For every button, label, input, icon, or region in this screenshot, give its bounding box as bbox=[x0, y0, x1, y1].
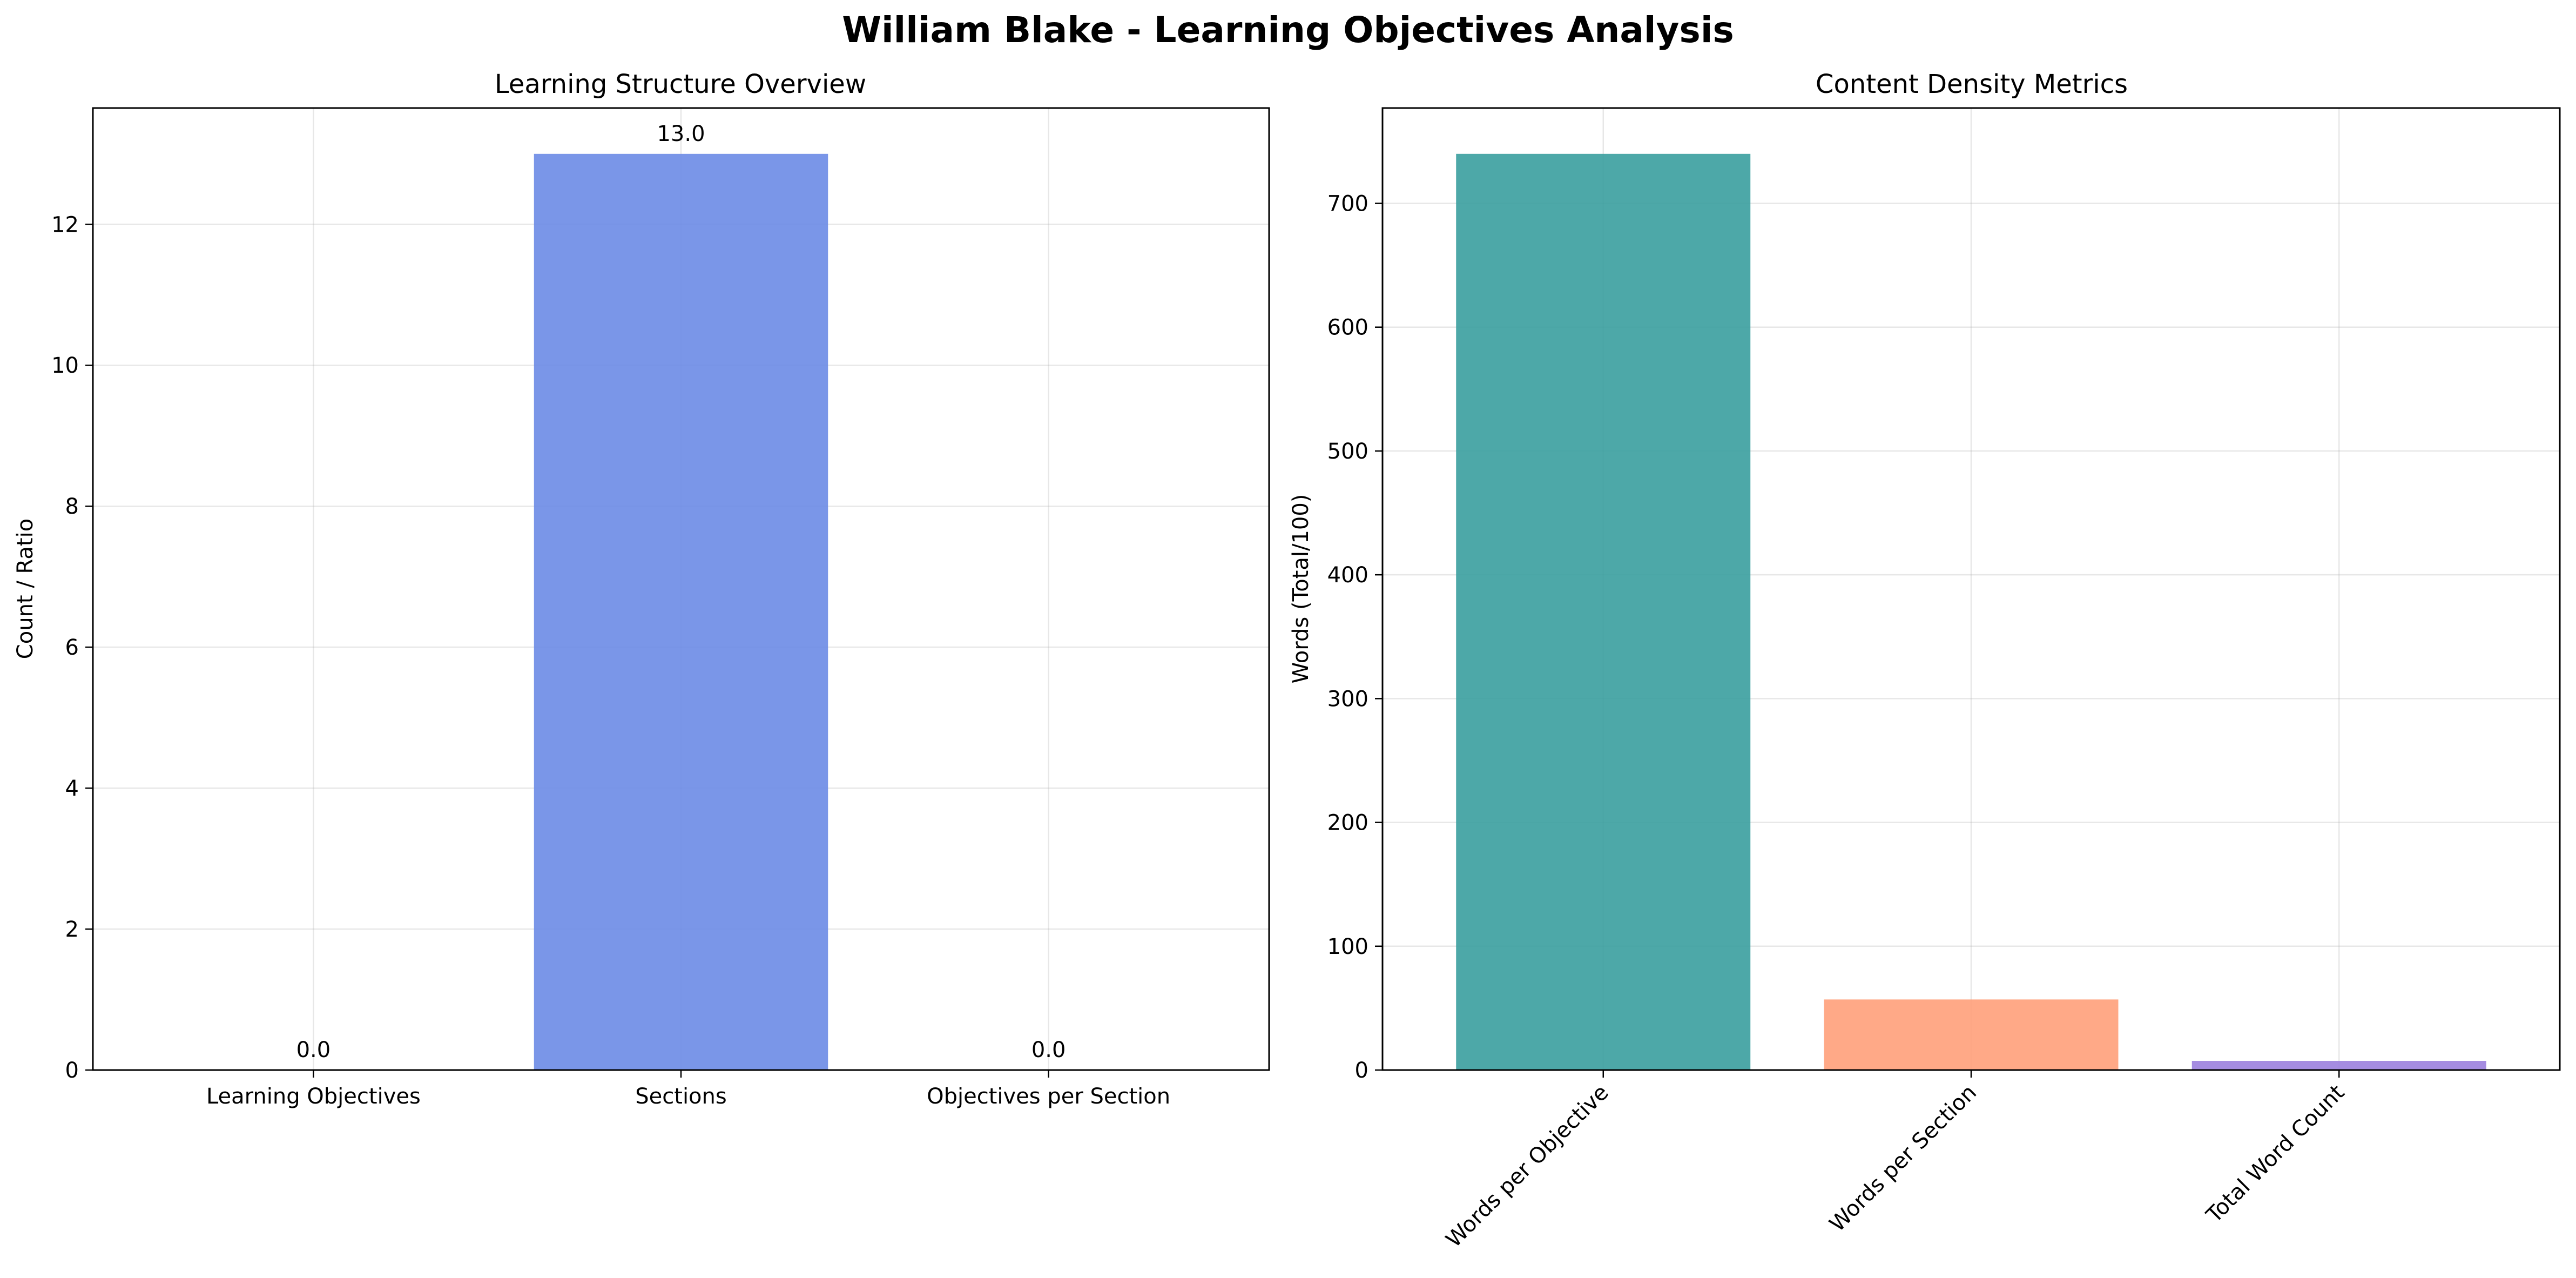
bars bbox=[1456, 153, 2486, 1070]
y-tick-label: 6 bbox=[65, 635, 79, 660]
x-tick-label: Learning Objectives bbox=[206, 1084, 421, 1109]
bar bbox=[534, 153, 828, 1070]
y-tick-label: 100 bbox=[1327, 934, 1368, 959]
y-tick-label: 0 bbox=[65, 1058, 79, 1083]
y-tick-label: 300 bbox=[1327, 687, 1368, 711]
bar bbox=[1456, 153, 1751, 1070]
y-axis-label: Words (Total/100) bbox=[1289, 494, 1313, 684]
bar-value-label: 0.0 bbox=[1031, 1038, 1066, 1062]
y-tick-label: 200 bbox=[1327, 811, 1368, 836]
y-tick-label: 500 bbox=[1327, 439, 1368, 464]
y-tick-label: 4 bbox=[65, 776, 79, 801]
y-axis-label: Count / Ratio bbox=[13, 519, 38, 659]
plot-frame bbox=[92, 107, 1270, 1071]
y-tick-label: 10 bbox=[51, 353, 79, 378]
bar bbox=[2191, 1061, 2486, 1070]
y-tick-label: 400 bbox=[1327, 563, 1368, 588]
data-labels: 0.0 13.0 0.0 bbox=[296, 122, 1066, 1062]
bars bbox=[534, 153, 828, 1070]
y-tick-label: 12 bbox=[51, 212, 79, 237]
bar-value-label: 0.0 bbox=[296, 1038, 331, 1062]
y-tick-label: 8 bbox=[65, 494, 79, 519]
axis-ticks: 0 2 4 6 8 10 12 Learning Objectives Sections Obje… bbox=[51, 212, 1170, 1109]
bar-value-label: 13.0 bbox=[657, 122, 705, 146]
y-tick-label: 600 bbox=[1327, 315, 1368, 340]
x-tick-label: Sections bbox=[635, 1084, 726, 1109]
chart-learning-structure: Learning Structure Overview Count / Rati… bbox=[13, 69, 1270, 1109]
y-tick-label: 2 bbox=[65, 917, 79, 942]
figure-title: William Blake - Learning Objectives Anal… bbox=[842, 9, 1734, 51]
x-tick-label: Objectives per Section bbox=[927, 1084, 1170, 1109]
bar bbox=[1824, 999, 2119, 1070]
chart-title: Learning Structure Overview bbox=[495, 69, 866, 99]
plot-frame bbox=[1381, 107, 2561, 1071]
y-tick-label: 700 bbox=[1327, 191, 1368, 216]
chart-title: Content Density Metrics bbox=[1816, 69, 2128, 99]
y-tick-label: 0 bbox=[1355, 1058, 1368, 1083]
